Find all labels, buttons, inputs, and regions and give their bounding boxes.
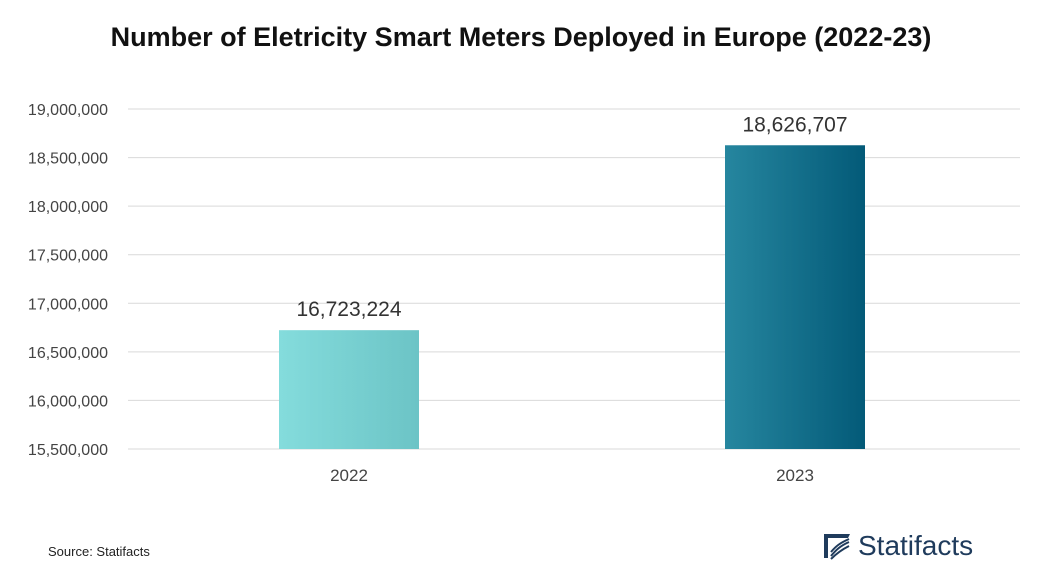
y-tick-label: 18,500,000 <box>28 151 108 168</box>
y-axis: 15,500,000 16,000,000 16,500,000 17,000,000… <box>28 102 108 459</box>
y-tick-label: 19,000,000 <box>28 102 108 119</box>
x-tick-label: 2023 <box>776 466 814 485</box>
brand-name: Statifacts <box>858 530 974 561</box>
statifacts-logo-icon <box>824 534 850 560</box>
data-label-2023: 18,626,707 <box>742 113 847 136</box>
y-tick-label: 16,500,000 <box>28 345 108 362</box>
y-tick-label: 16,000,000 <box>28 393 108 410</box>
y-tick-label: 17,500,000 <box>28 248 108 265</box>
brand-logo: Statifacts <box>822 528 973 564</box>
data-label-2022: 16,723,224 <box>296 298 401 321</box>
x-axis: 2022 2023 <box>330 466 814 485</box>
gridlines <box>128 108 1020 450</box>
bar-2022 <box>279 330 419 449</box>
y-tick-label: 18,000,000 <box>28 199 108 216</box>
bars: 16,723,224 18,626,707 <box>279 113 865 449</box>
chart-title: Number of Eletricity Smart Meters Deploy… <box>110 22 932 52</box>
bar-2023 <box>725 145 865 449</box>
y-tick-label: 15,500,000 <box>28 442 108 459</box>
y-tick-label: 17,000,000 <box>28 296 108 313</box>
source-note: Source: Statifacts <box>48 544 150 559</box>
x-tick-label: 2022 <box>330 466 368 485</box>
